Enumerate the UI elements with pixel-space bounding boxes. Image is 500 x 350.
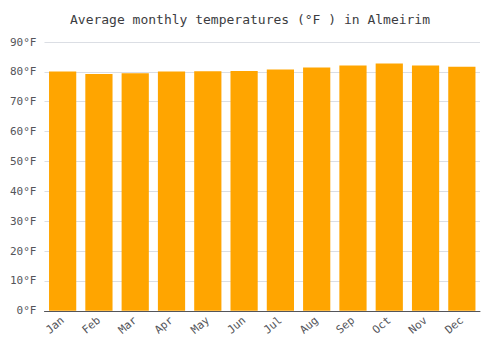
svg-text:Jan: Jan <box>43 314 67 337</box>
svg-text:Mar: Mar <box>116 314 140 337</box>
svg-text:40°F: 40°F <box>10 185 37 198</box>
svg-text:Apr: Apr <box>152 314 176 337</box>
svg-text:80°F: 80°F <box>10 65 37 78</box>
svg-text:Dec: Dec <box>442 314 466 337</box>
svg-text:0°F: 0°F <box>17 304 37 317</box>
svg-text:May: May <box>188 314 212 337</box>
svg-text:70°F: 70°F <box>10 95 37 108</box>
svg-text:Jul: Jul <box>261 314 285 337</box>
svg-text:60°F: 60°F <box>10 125 37 138</box>
svg-text:30°F: 30°F <box>10 215 37 228</box>
svg-text:Average monthly temperatures (: Average monthly temperatures (°F ) in Al… <box>70 12 430 27</box>
svg-text:Aug: Aug <box>297 314 321 337</box>
svg-text:Jun: Jun <box>225 314 249 337</box>
svg-text:Feb: Feb <box>80 314 104 337</box>
svg-text:50°F: 50°F <box>10 155 37 168</box>
svg-text:Nov: Nov <box>406 314 430 337</box>
svg-text:Oct: Oct <box>370 314 394 337</box>
svg-text:20°F: 20°F <box>10 245 37 258</box>
svg-text:10°F: 10°F <box>10 274 37 287</box>
svg-text:90°F: 90°F <box>10 36 37 49</box>
svg-text:Sep: Sep <box>334 314 358 337</box>
